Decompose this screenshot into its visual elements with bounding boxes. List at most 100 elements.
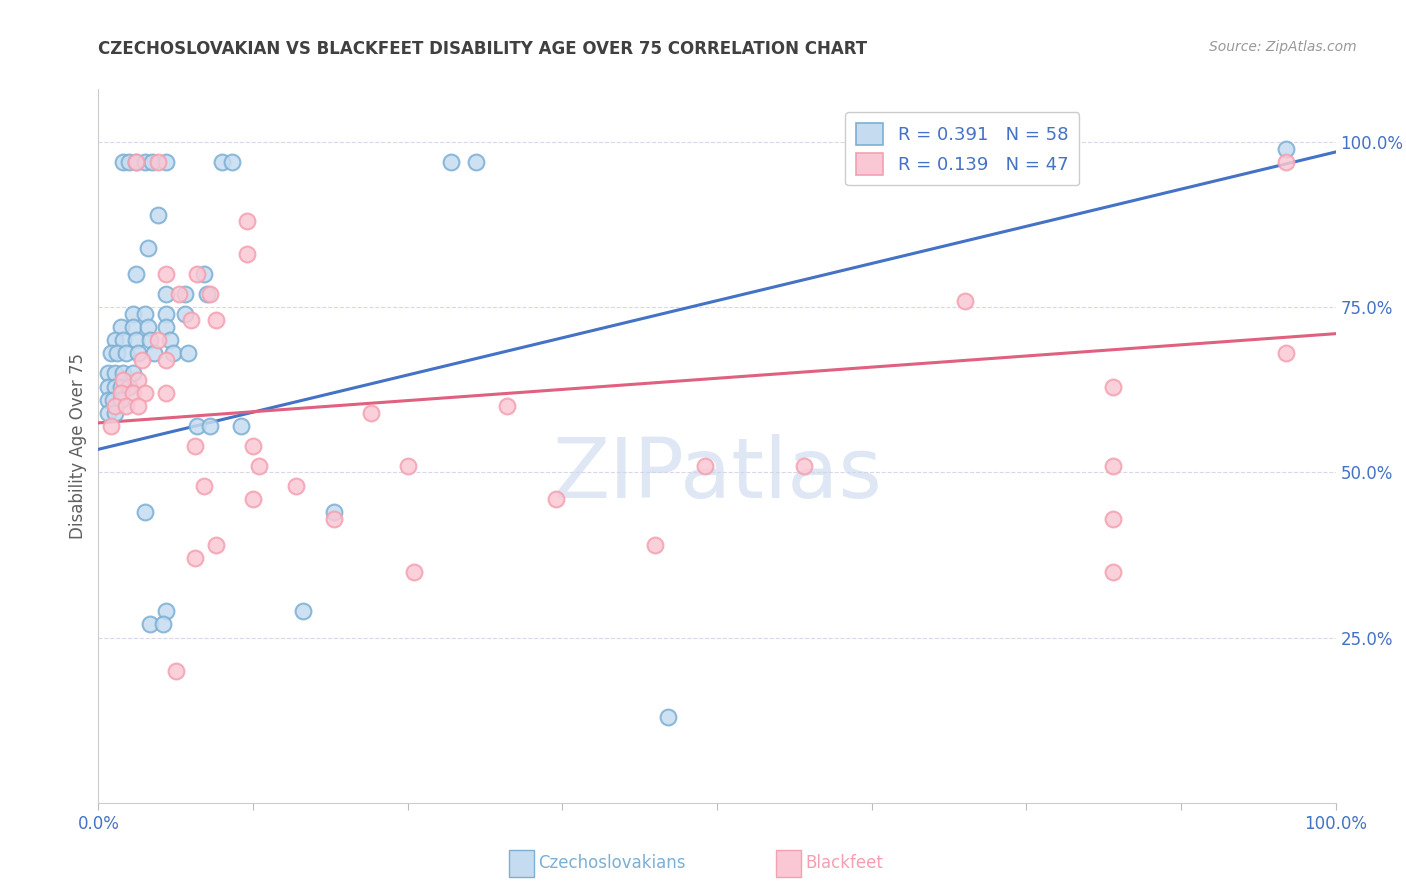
Point: [155, 154, 177, 169]
Point: [146, 154, 169, 169]
Point: [110, 379, 132, 393]
Point: [1275, 346, 1298, 360]
Point: [97, 379, 120, 393]
Point: [193, 267, 215, 281]
Y-axis label: Disability Age Over 75: Disability Age Over 75: [69, 353, 87, 539]
Point: [402, 565, 425, 579]
Point: [127, 346, 149, 360]
Point: [134, 154, 156, 169]
Point: [396, 458, 419, 473]
Point: [124, 154, 146, 169]
Point: [186, 419, 208, 434]
Point: [162, 346, 184, 360]
Point: [186, 267, 208, 281]
Point: [112, 154, 135, 169]
Point: [1102, 565, 1125, 579]
Point: [205, 313, 228, 327]
Point: [236, 247, 259, 261]
Point: [184, 551, 207, 566]
Point: [322, 511, 344, 525]
Point: [103, 367, 125, 381]
Point: [122, 307, 145, 321]
Point: [198, 287, 221, 301]
Point: [155, 353, 177, 368]
Point: [644, 538, 666, 552]
Point: [141, 154, 163, 169]
Point: [198, 419, 221, 434]
Point: [146, 208, 169, 222]
Point: [155, 267, 177, 281]
Point: [242, 491, 264, 506]
Text: Source: ZipAtlas.com: Source: ZipAtlas.com: [1209, 40, 1357, 54]
Point: [1275, 142, 1298, 156]
Point: [97, 406, 120, 420]
Point: [134, 505, 156, 519]
Point: [1102, 458, 1125, 473]
Point: [134, 386, 156, 401]
Point: [112, 367, 135, 381]
Point: [136, 320, 159, 334]
Point: [152, 617, 174, 632]
Point: [100, 346, 122, 360]
Point: [134, 307, 156, 321]
Point: [155, 604, 177, 618]
Point: [114, 400, 136, 414]
Point: [131, 353, 153, 368]
Point: [285, 478, 308, 492]
Text: ZIPatlas: ZIPatlas: [553, 434, 882, 515]
Point: [195, 287, 218, 301]
Point: [247, 458, 270, 473]
Point: [193, 478, 215, 492]
Point: [143, 346, 166, 360]
Point: [122, 367, 145, 381]
Point: [291, 604, 314, 618]
Point: [221, 154, 243, 169]
Point: [693, 458, 716, 473]
Text: Blackfeet: Blackfeet: [806, 855, 883, 872]
Point: [495, 400, 517, 414]
Point: [118, 379, 141, 393]
Point: [155, 307, 177, 321]
Point: [97, 392, 120, 407]
Text: Czechoslovakians: Czechoslovakians: [538, 855, 686, 872]
Point: [122, 386, 145, 401]
Point: [236, 214, 259, 228]
Point: [103, 400, 125, 414]
Point: [174, 287, 197, 301]
Point: [546, 491, 568, 506]
Point: [110, 386, 132, 401]
Point: [97, 367, 120, 381]
Point: [155, 320, 177, 334]
Point: [139, 333, 162, 347]
Point: [1275, 154, 1298, 169]
Point: [124, 154, 146, 169]
Point: [953, 293, 976, 308]
Point: [103, 406, 125, 420]
Point: [124, 267, 146, 281]
Point: [127, 400, 149, 414]
Point: [110, 392, 132, 407]
Point: [657, 710, 679, 724]
Point: [105, 346, 128, 360]
Point: [124, 333, 146, 347]
Point: [103, 392, 125, 407]
Point: [118, 154, 141, 169]
Point: [229, 419, 252, 434]
Point: [103, 333, 125, 347]
Point: [176, 346, 198, 360]
Point: [205, 538, 228, 552]
Point: [155, 386, 177, 401]
Point: [159, 333, 181, 347]
Point: [174, 307, 197, 321]
Point: [464, 154, 486, 169]
Point: [100, 419, 122, 434]
Point: [103, 379, 125, 393]
Point: [112, 333, 135, 347]
Point: [167, 287, 190, 301]
Point: [112, 373, 135, 387]
Point: [136, 241, 159, 255]
Point: [180, 313, 202, 327]
Point: [110, 320, 132, 334]
Point: [360, 406, 382, 420]
Point: [155, 287, 177, 301]
